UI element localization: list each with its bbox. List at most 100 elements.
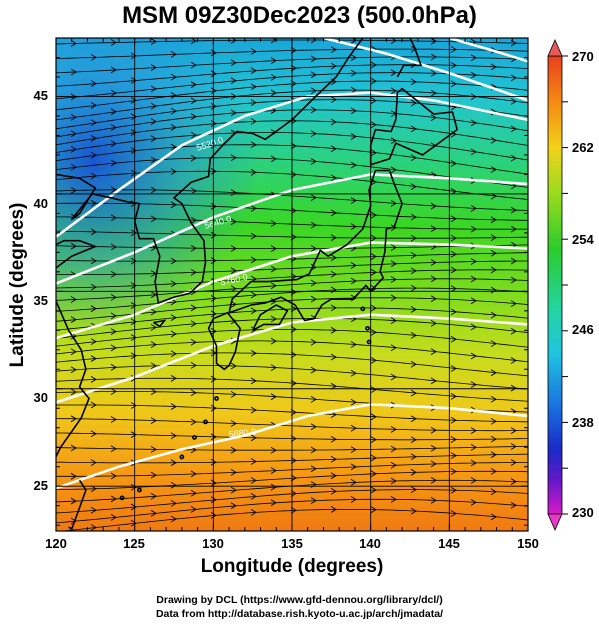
wind-arrowhead [150, 388, 157, 396]
wind-arrowhead [130, 77, 137, 84]
wind-arrowhead [110, 159, 117, 167]
wind-arrowhead [310, 87, 317, 95]
wind-arrowhead [490, 216, 497, 224]
streamline [56, 318, 528, 339]
island-mark [214, 396, 219, 401]
wind-arrowhead [410, 507, 417, 515]
wind-arrowhead [410, 436, 417, 444]
streamline [56, 260, 528, 275]
wind-arrowhead [90, 53, 97, 61]
wind-arrowhead [370, 486, 377, 494]
wind-arrowhead [170, 280, 177, 288]
wind-arrowhead [290, 326, 297, 333]
x-tick-label: 145 [438, 536, 460, 551]
wind-arrowhead [70, 242, 77, 250]
wind-arrowhead [531, 250, 536, 256]
wind-arrowhead [90, 199, 97, 207]
wind-arrowhead [310, 279, 317, 287]
wind-arrowhead [310, 55, 317, 63]
streamline [56, 489, 528, 514]
wind-arrowhead [130, 147, 137, 154]
wind-arrowhead [270, 265, 277, 273]
wind-arrowhead [170, 73, 177, 81]
wind-arrowhead [170, 168, 177, 176]
wind-arrowhead [230, 391, 237, 398]
colorbar-tick-label: 230 [572, 505, 594, 520]
wind-arrowhead [510, 276, 517, 284]
streamline [56, 39, 528, 45]
wind-arrowhead [210, 294, 217, 302]
wind-arrowhead [230, 362, 237, 370]
wind-arrowhead [290, 435, 297, 443]
wind-arrowhead [390, 224, 397, 232]
wind-arrowhead [450, 285, 457, 293]
wind-arrowhead [250, 349, 257, 357]
wind-arrowhead [230, 468, 237, 476]
wind-arrowhead [110, 513, 117, 521]
wind-arrowhead [110, 270, 117, 278]
streamline [56, 48, 528, 60]
wind-arrowhead [210, 70, 217, 78]
wind-arrowhead [230, 420, 237, 427]
wind-arrowhead [290, 351, 297, 359]
wind-arrowhead [490, 395, 497, 403]
wind-arrowhead [210, 49, 217, 57]
wind-arrowhead [410, 486, 417, 494]
wind-arrowhead [210, 231, 217, 239]
wind-arrowhead [130, 282, 137, 290]
wind-arrowhead [450, 365, 457, 372]
wind-arrowhead [310, 338, 317, 346]
wind-arrowhead [330, 209, 337, 217]
wind-arrowhead [150, 186, 157, 194]
wind-arrowhead [150, 102, 157, 110]
wind-arrowhead [430, 348, 437, 356]
wind-arrowhead [470, 498, 477, 506]
wind-arrowhead [370, 61, 377, 69]
wind-arrowhead [510, 225, 517, 233]
wind-arrowhead [230, 77, 237, 85]
wind-arrowhead [310, 130, 317, 138]
island-mark [203, 419, 208, 425]
wind-arrowhead [310, 497, 317, 505]
wind-arrowhead [150, 471, 157, 479]
wind-arrowhead [110, 344, 117, 352]
wind-arrowhead [310, 423, 317, 431]
wind-arrowhead [370, 413, 377, 421]
wind-arrowhead [190, 81, 197, 89]
wind-arrowhead [450, 486, 457, 494]
wind-arrowhead [150, 38, 157, 46]
height-contour [56, 402, 528, 490]
x-tick-label: 125 [123, 536, 145, 551]
wind-arrowhead [190, 389, 197, 397]
streamline [56, 189, 528, 211]
wind-arrowhead [350, 161, 357, 169]
coast-taiwan [68, 479, 87, 531]
wind-arrowhead [90, 80, 97, 87]
credit-line-drawing: Drawing by DCL (https://www.gfd-dennou.o… [156, 594, 443, 606]
colorbar-tick-label: 238 [572, 415, 594, 430]
wind-arrowhead [470, 119, 477, 127]
wind-arrowhead [70, 472, 77, 480]
wind-arrowhead [210, 479, 217, 487]
wind-arrowhead [330, 304, 337, 312]
wind-arrowhead [250, 99, 257, 107]
wind-arrowhead [190, 505, 197, 513]
streamline [56, 297, 528, 322]
wind-arrowhead [130, 129, 137, 136]
wind-arrowhead [350, 463, 357, 471]
wind-arrowhead [430, 295, 437, 303]
wind-arrowhead [210, 120, 217, 128]
wind-arrowhead [330, 353, 337, 361]
wind-arrowhead [150, 291, 157, 299]
wind-arrowhead [470, 297, 477, 305]
wind-arrowhead [370, 121, 377, 129]
wind-arrowhead [390, 461, 397, 469]
wind-arrowhead [70, 163, 77, 171]
wind-arrowhead [250, 406, 257, 414]
wind-arrowhead [170, 499, 177, 507]
wind-arrowhead [190, 216, 197, 224]
wind-arrowhead [190, 320, 197, 328]
wind-arrowhead [90, 355, 97, 362]
wind-arrowhead [90, 305, 97, 313]
wind-arrowhead [390, 69, 397, 77]
